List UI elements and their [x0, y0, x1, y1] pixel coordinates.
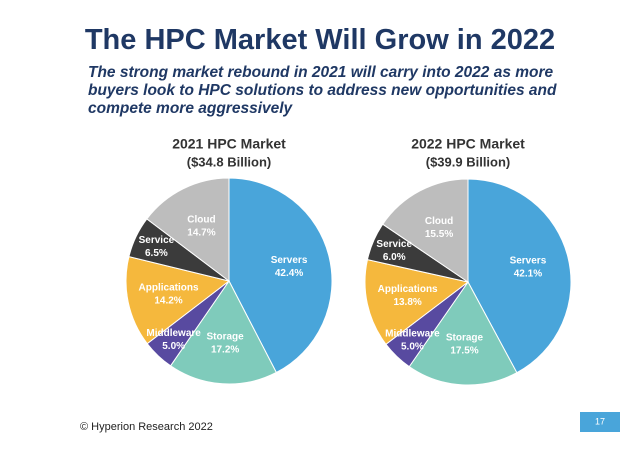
pie-slice: [364, 259, 470, 345]
slice-label: Storage: [446, 332, 484, 343]
slice-value-label: 15.5%: [425, 229, 453, 240]
slice-label: Applications: [139, 282, 199, 293]
slice-value-label: 6.0%: [383, 252, 406, 263]
slice-label: Middleware: [146, 328, 201, 339]
slide-subtitle: The strong market rebound in 2021 will c…: [88, 64, 557, 117]
slice-value-label: 13.8%: [393, 297, 421, 308]
pie-slice: [408, 281, 518, 386]
slice-label: Servers: [510, 256, 547, 267]
slice-label: Service: [139, 235, 175, 246]
chart-title: 2022 HPC Market: [411, 136, 525, 152]
pie-slice: [382, 178, 469, 283]
chart-title: 2021 HPC Market: [172, 136, 286, 152]
slice-value-label: 14.7%: [187, 227, 215, 238]
slice-value-label: 17.2%: [211, 344, 239, 355]
slice-label: Middleware: [385, 329, 440, 340]
chart-subtitle: ($34.8 Billion): [187, 154, 272, 169]
chart-subtitle: ($39.9 Billion): [426, 154, 511, 169]
slice-label: Cloud: [425, 216, 453, 227]
slice-value-label: 17.5%: [450, 345, 478, 356]
copyright: © Hyperion Research 2022: [80, 421, 213, 433]
pie-slice: [169, 280, 278, 385]
page-number-box: [580, 412, 620, 432]
slice-value-label: 42.1%: [514, 269, 542, 280]
slide-title: The HPC Market Will Grow in 2022: [84, 24, 556, 56]
slice-value-label: 42.4%: [275, 268, 303, 279]
slice-value-label: 6.5%: [145, 248, 168, 259]
slice-value-label: 14.2%: [154, 295, 182, 306]
slice-value-label: 5.0%: [401, 342, 424, 353]
slice-value-label: 5.0%: [162, 341, 185, 352]
pie-slice: [146, 177, 230, 283]
pie-slice: [125, 256, 231, 345]
page-number: 17: [595, 416, 605, 426]
pie-slice: [228, 177, 333, 374]
slice-label: Cloud: [187, 214, 215, 225]
slice-label: Storage: [207, 331, 245, 342]
pie-slice: [467, 178, 572, 374]
slice-label: Applications: [378, 284, 438, 295]
slice-label: Service: [376, 239, 412, 250]
slice-label: Servers: [271, 255, 308, 266]
